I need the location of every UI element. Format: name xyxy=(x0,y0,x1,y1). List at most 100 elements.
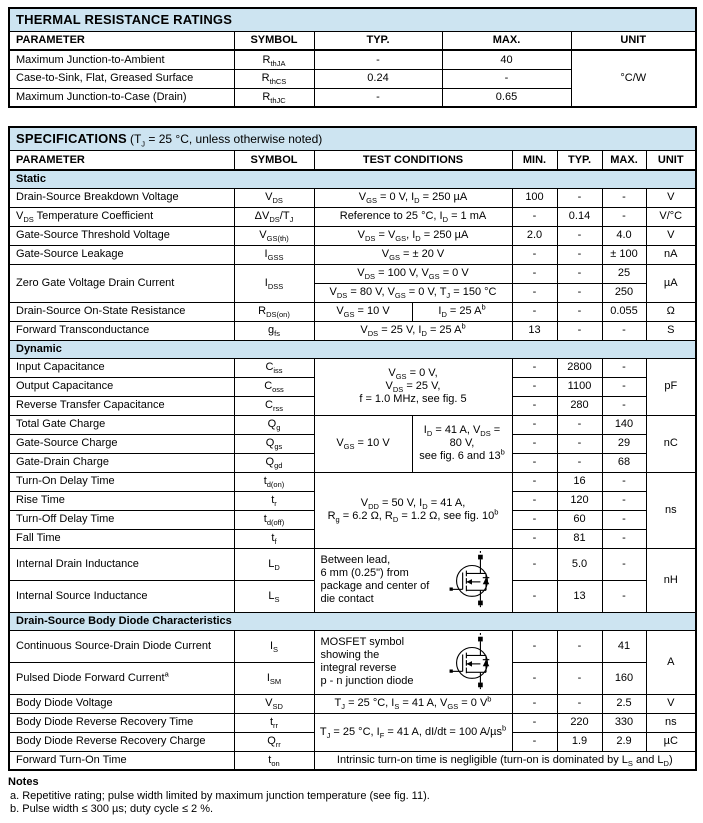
symbol-cell: td(off) xyxy=(233,509,315,530)
unit-cell: V/°C xyxy=(645,206,697,227)
section-label-static: Static xyxy=(9,169,697,189)
typ-cell: 16 xyxy=(556,471,603,492)
table-row: Forward Transconductance gfs VDS = 25 V,… xyxy=(8,320,697,341)
min-cell: - xyxy=(511,579,558,613)
cond-cell: VGS = ± 20 V xyxy=(313,244,513,265)
mosfet-symbol-icon xyxy=(449,551,489,610)
unit-cell: A xyxy=(645,629,697,695)
max-cell: - xyxy=(601,395,647,416)
symbol-cell: ISM xyxy=(233,661,315,695)
symbol-cell: tr xyxy=(233,490,315,511)
param-cell: Fall Time xyxy=(8,528,235,549)
table-row: Total Gate Charge Qg VGS = 10 V ID = 41 … xyxy=(8,414,697,473)
unit-cell: ns xyxy=(645,471,697,549)
cond-cell: VDS = 25 V, ID = 25 Ab xyxy=(313,320,513,341)
section-row-static: Static xyxy=(9,169,697,189)
max-cell: 0.055 xyxy=(601,301,647,322)
min-cell: - xyxy=(511,509,558,530)
table-row: Internal Drain Inductance LD Between lea… xyxy=(8,547,697,613)
table-row: Maximum Junction-to-Ambient RthJA - 40 °… xyxy=(8,49,697,108)
cond-cell: Intrinsic turn-on time is negligible (tu… xyxy=(313,750,697,771)
thermal-title-cell: THERMAL RESISTANCE RATINGS xyxy=(9,7,697,32)
inductance-cond-text: Between lead, 6 mm (0.25") from package an… xyxy=(320,554,430,606)
param-cell: Maximum Junction-to-Case (Drain) xyxy=(8,87,235,108)
cond-cell: Reference to 25 °C, ID = 1 mA xyxy=(313,206,513,227)
typ-cell: 0.14 xyxy=(556,206,603,227)
min-cell: - xyxy=(511,661,558,695)
min-cell: - xyxy=(511,376,558,397)
thermal-header-symbol: SYMBOL xyxy=(233,30,315,52)
param-cell: Case-to-Sink, Flat, Greased Surface xyxy=(8,68,235,89)
table-row: Input Capacitance Ciss VGS = 0 V, VDS = 2… xyxy=(8,357,697,416)
param-cell: Gate-Source Threshold Voltage xyxy=(8,225,235,246)
typ-cell: - xyxy=(556,320,603,341)
symbol-cell: LD xyxy=(233,547,315,581)
symbol-cell: VGS(th) xyxy=(233,225,315,246)
typ-cell: 1.9 xyxy=(556,731,603,752)
min-cell: - xyxy=(511,693,558,714)
cond-cell: VDS = 80 V, VGS = 0 V, TJ = 150 °C xyxy=(313,282,513,303)
symbol-cell: Qgs xyxy=(233,433,315,454)
symbol-cell: Ciss xyxy=(233,357,315,378)
thermal-table-title: THERMAL RESISTANCE RATINGS xyxy=(16,12,233,27)
table-row: VDS Temperature Coefficient ΔVDS/TJ Refe… xyxy=(8,206,697,227)
max-cell: 25 xyxy=(601,263,647,284)
param-cell: Zero Gate Voltage Drain Current xyxy=(8,263,235,303)
table-row: Drain-Source Breakdown Voltage VDS VGS =… xyxy=(8,187,697,208)
symbol-cell: LS xyxy=(233,579,315,613)
thermal-header-parameter: PARAMETER xyxy=(8,30,235,52)
param-cell: VDS Temperature Coefficient xyxy=(8,206,235,227)
param-cell: Forward Transconductance xyxy=(8,320,235,341)
spec-header-row: PARAMETER SYMBOL TEST CONDITIONS MIN. TY… xyxy=(8,150,697,171)
max-cell: - xyxy=(601,471,647,492)
max-cell: - xyxy=(601,528,647,549)
max-cell: 0.65 xyxy=(441,87,572,108)
param-cell: Input Capacitance xyxy=(8,357,235,378)
typ-cell: - xyxy=(556,187,603,208)
cond-cell: VDD = 50 V, ID = 41 A, Rg = 6.2 Ω, RD = 1… xyxy=(313,471,513,549)
min-cell: - xyxy=(511,206,558,227)
max-cell: - xyxy=(601,376,647,397)
symbol-cell: Qrr xyxy=(233,731,315,752)
section-label-dynamic: Dynamic xyxy=(9,339,697,359)
typ-cell: 280 xyxy=(556,395,603,416)
table-gap xyxy=(8,108,695,126)
thermal-header-unit: UNIT xyxy=(570,30,697,52)
max-cell: - xyxy=(601,320,647,341)
param-cell: Drain-Source Breakdown Voltage xyxy=(8,187,235,208)
symbol-cell: tf xyxy=(233,528,315,549)
symbol-cell: ton xyxy=(233,750,315,771)
symbol-cell: IGSS xyxy=(233,244,315,265)
table-row: Body Diode Voltage VSD TJ = 25 °C, IS = … xyxy=(8,693,697,714)
typ-cell: 81 xyxy=(556,528,603,549)
min-cell: - xyxy=(511,490,558,511)
min-cell: - xyxy=(511,471,558,492)
typ-cell: 60 xyxy=(556,509,603,530)
symbol-cell: td(on) xyxy=(233,471,315,492)
typ-cell: - xyxy=(556,433,603,454)
spec-title-cell: SPECIFICATIONS (TJ = 25 °C, unless other… xyxy=(9,126,697,152)
min-cell: 2.0 xyxy=(511,225,558,246)
unit-cell: µA xyxy=(645,263,697,303)
max-cell: 250 xyxy=(601,282,647,303)
min-cell: - xyxy=(511,712,558,733)
symbol-cell: ΔVDS/TJ xyxy=(233,206,315,227)
cond-cell: TJ = 25 °C, IF = 41 A, dI/dt = 100 A/µsb xyxy=(313,712,513,752)
param-cell: Body Diode Reverse Recovery Charge xyxy=(8,731,235,752)
max-cell: 330 xyxy=(601,712,647,733)
typ-cell: 13 xyxy=(556,579,603,613)
table-row: Maximum Junction-to-Case (Drain) RthJC -… xyxy=(8,87,696,108)
typ-cell: - xyxy=(313,49,443,70)
symbol-cell: RthJA xyxy=(233,49,315,70)
max-cell: 140 xyxy=(601,414,647,435)
param-cell: Turn-On Delay Time xyxy=(8,471,235,492)
param-cell: Continuous Source-Drain Diode Current xyxy=(8,629,235,663)
max-cell: 41 xyxy=(601,629,647,663)
typ-cell: 5.0 xyxy=(556,547,603,581)
param-cell: Rise Time xyxy=(8,490,235,511)
typ-cell: 1100 xyxy=(556,376,603,397)
cond-cell: TJ = 25 °C, IS = 41 A, VGS = 0 Vb xyxy=(313,693,513,714)
min-cell: 13 xyxy=(511,320,558,341)
unit-cell: V xyxy=(645,187,697,208)
max-cell: 29 xyxy=(601,433,647,454)
